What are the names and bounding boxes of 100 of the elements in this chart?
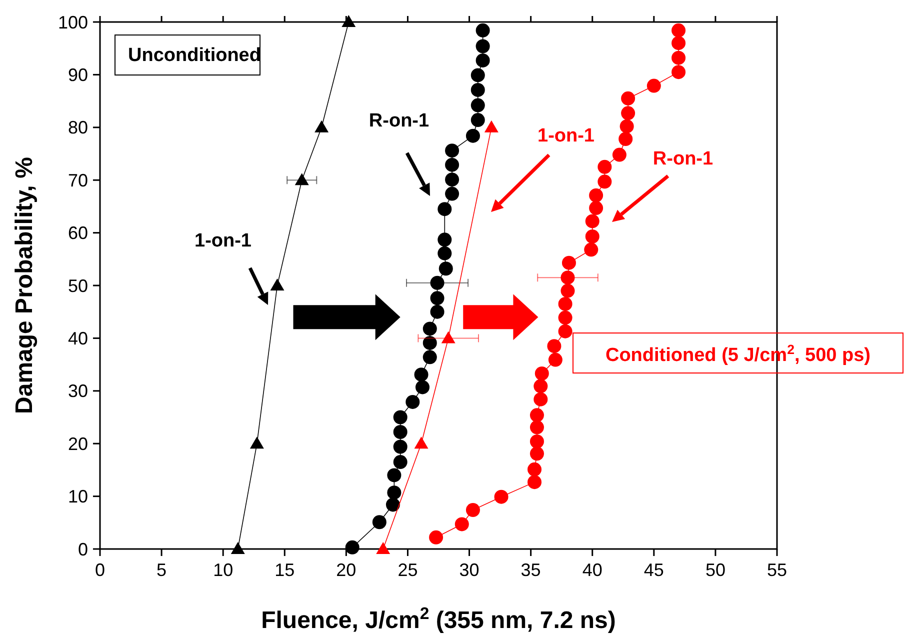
point [466,503,480,517]
point [387,486,402,500]
point [621,91,636,106]
y-tick-label: 0 [78,539,88,560]
point [646,78,661,93]
y-tick-label: 100 [58,12,88,32]
point [438,262,453,276]
point [558,296,572,311]
point [393,410,408,424]
point [438,202,452,216]
point [560,270,575,285]
point [484,120,498,132]
y-axis-title: Damage Probability, % [11,157,38,414]
point [393,425,408,440]
point [454,517,469,532]
point [494,490,508,504]
annotation: R-on-1 [368,110,430,132]
point [470,82,485,97]
point [558,324,572,338]
point [530,408,544,422]
point [430,304,444,319]
point [530,420,544,434]
point [342,15,356,27]
point [270,278,284,290]
point [387,468,402,482]
point [476,53,490,68]
point [585,229,600,244]
point [618,132,633,146]
point [598,174,612,189]
point [445,158,460,172]
annotation: 1-on-1 [194,230,252,252]
point [562,256,576,270]
x-tick-label: 0 [94,560,106,580]
x-tick-label: 55 [766,560,788,580]
point [560,284,575,298]
point [416,380,430,394]
point [534,366,549,381]
point [528,475,542,490]
point [589,201,604,216]
point [672,36,686,50]
x-tick-label: 10 [213,560,234,580]
point [422,350,437,364]
point [466,128,480,143]
point [672,23,686,38]
x-tick-label: 20 [336,560,356,580]
annotation: Unconditioned [128,45,261,66]
point [534,379,548,394]
point [406,394,420,409]
y-tick-label: 50 [68,276,88,296]
point [250,436,264,449]
y-tick-label: 40 [68,328,88,348]
point [672,50,686,65]
point [530,434,544,448]
x-tick-label: 15 [274,560,295,580]
point [414,368,428,382]
point [470,98,485,112]
point [294,173,309,186]
x-tick-label: 50 [705,560,726,580]
point [445,186,460,201]
x-tick-label: 30 [459,560,480,580]
x-tick-label: 25 [398,560,418,580]
point [345,540,360,554]
x-tick-label: 5 [156,560,167,580]
point [372,515,386,530]
point [528,462,542,476]
point [620,119,634,134]
y-tick-label: 20 [68,434,88,454]
y-tick-label: 70 [68,170,88,190]
y-tick-label: 30 [68,381,88,402]
point [429,530,444,544]
point [598,160,612,174]
point [441,331,456,344]
point [393,440,408,454]
point [230,542,245,554]
y-tick-label: 10 [68,486,88,507]
point [585,214,600,228]
point [422,322,437,336]
point [470,68,485,82]
point [422,336,437,350]
annotation: 1-on-1 [538,126,595,147]
y-tick-label: 60 [68,223,88,244]
point [414,436,428,449]
point [547,339,562,354]
point [430,291,444,306]
point [470,113,485,128]
point [430,276,444,290]
point [584,242,598,257]
point [476,23,490,38]
point [445,144,460,158]
point [589,188,604,202]
x-tick-label: 35 [520,560,541,580]
point [672,65,686,80]
x-axis-title: Fluence, J/cm$^{2}$ (355 nm, 7.2 ns) [261,604,616,634]
point [534,392,548,406]
x-tick-label: 40 [582,560,602,580]
y-tick-label: 80 [68,118,88,138]
x-tick-label: 45 [644,560,664,580]
point [612,148,626,162]
point [393,455,408,470]
point [314,120,329,132]
